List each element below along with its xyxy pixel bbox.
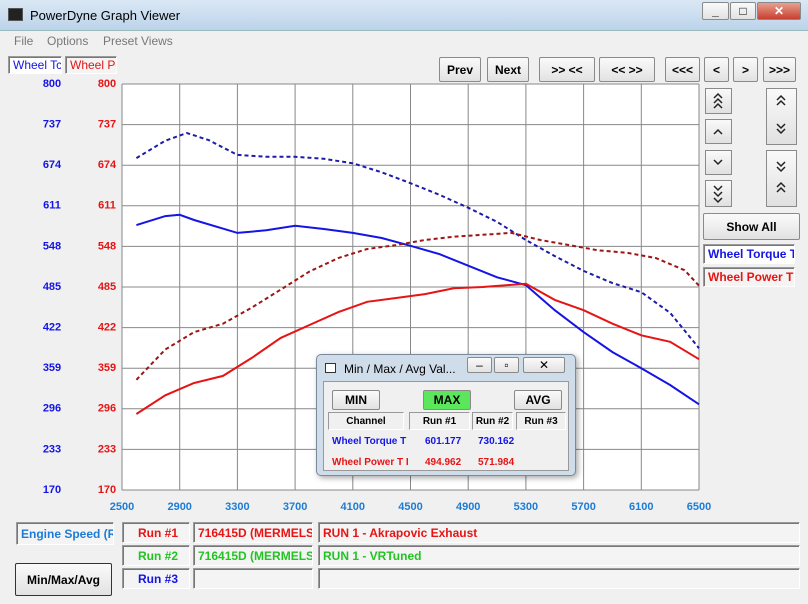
series-line bbox=[135, 231, 700, 381]
x-tick-label: 4500 bbox=[398, 501, 422, 513]
run-file: 716415D (MERMELSTI bbox=[193, 545, 313, 566]
x-tick-label: 2500 bbox=[110, 501, 134, 513]
y-tick-label: 737 bbox=[43, 119, 61, 131]
x-tick-label: 3300 bbox=[225, 501, 249, 513]
y-tick-label: 548 bbox=[43, 240, 61, 252]
dialog-maximize[interactable]: ▫ bbox=[494, 357, 519, 373]
min-max-avg-button[interactable]: Min/Max/Avg bbox=[15, 563, 112, 596]
y-tick-label: 611 bbox=[43, 200, 61, 212]
y2-tick-label: 674 bbox=[98, 159, 117, 171]
toolbar-button[interactable]: Next bbox=[487, 57, 529, 82]
y-tick-label: 170 bbox=[43, 484, 61, 496]
x-tick-label: 6500 bbox=[687, 501, 711, 513]
y2-tick-label: 296 bbox=[98, 403, 116, 415]
scale-up-fast-button[interactable] bbox=[705, 88, 732, 114]
maximize-button[interactable]: □ bbox=[730, 2, 756, 20]
toolbar-button[interactable]: >> << bbox=[539, 57, 595, 82]
scale-down-fast-button[interactable] bbox=[705, 180, 732, 207]
menu-item[interactable]: Preset Views bbox=[103, 34, 173, 48]
row-channel: Wheel Torque T bbox=[332, 436, 407, 447]
y-tick-label: 233 bbox=[43, 443, 61, 455]
arrow-icons bbox=[713, 92, 786, 204]
row-value: 494.962 bbox=[425, 457, 462, 468]
y2-tick-label: 233 bbox=[98, 443, 116, 455]
toolbar-button[interactable]: <<< bbox=[665, 57, 700, 82]
toolbar-button[interactable]: >>> bbox=[763, 57, 796, 82]
channel-item[interactable]: Wheel Torque T bbox=[703, 244, 795, 264]
x-tick-label: 5700 bbox=[571, 501, 595, 513]
title-bar: PowerDyne Graph Viewer _ □ ✕ bbox=[0, 0, 808, 31]
y2-tick-label: 548 bbox=[98, 240, 116, 252]
series-line bbox=[135, 131, 700, 349]
y2-tick-label: 422 bbox=[98, 322, 116, 334]
axis-tab[interactable]: Wheel Tc bbox=[8, 56, 62, 74]
x-tick-label: 6100 bbox=[629, 501, 653, 513]
toolbar-button[interactable]: Prev bbox=[439, 57, 481, 82]
y-tick-label: 485 bbox=[43, 281, 61, 293]
menu-item[interactable]: Options bbox=[47, 34, 89, 48]
row-channel: Wheel Power T I bbox=[332, 457, 409, 468]
run-file: 716415D (MERMELSTI bbox=[193, 522, 313, 543]
channel-item[interactable]: Wheel Power T bbox=[703, 267, 795, 287]
y-tick-label: 296 bbox=[43, 403, 61, 415]
expand-button[interactable] bbox=[766, 88, 797, 145]
dialog-icon bbox=[325, 363, 336, 373]
y2-tick-label: 359 bbox=[98, 362, 116, 374]
y-tick-label: 422 bbox=[43, 322, 61, 334]
dialog-close[interactable]: ✕ bbox=[523, 357, 565, 373]
scale-buttons bbox=[705, 88, 797, 207]
max-button[interactable]: MAX bbox=[423, 390, 471, 410]
close-button[interactable]: ✕ bbox=[757, 2, 801, 20]
toolbar-button[interactable]: > bbox=[733, 57, 758, 82]
show-all-button[interactable]: Show All bbox=[703, 213, 800, 240]
series-line bbox=[135, 282, 700, 415]
series-line bbox=[136, 213, 700, 406]
column-header: Channel bbox=[328, 412, 404, 430]
y2-tick-label: 485 bbox=[98, 281, 116, 293]
menu-item[interactable]: File bbox=[14, 34, 34, 48]
y2-tick-label: 170 bbox=[98, 484, 116, 496]
min-button[interactable]: MIN bbox=[332, 390, 380, 410]
run-description bbox=[318, 568, 800, 589]
y-tick-label: 359 bbox=[43, 362, 61, 374]
y2-tick-label: 611 bbox=[98, 200, 116, 212]
run-file bbox=[193, 568, 313, 589]
run-label: Run #2 bbox=[122, 545, 190, 566]
x-channel-box[interactable]: Engine Speed (RI bbox=[16, 522, 114, 545]
row-value: 601.177 bbox=[425, 436, 462, 447]
x-tick-label: 4900 bbox=[456, 501, 480, 513]
x-tick-label: 3700 bbox=[283, 501, 307, 513]
x-tick-label: 4100 bbox=[341, 501, 365, 513]
y-tick-label: 674 bbox=[43, 159, 62, 171]
x-tick-label: 2900 bbox=[167, 501, 191, 513]
dialog-title: Min / Max / Avg Val... bbox=[344, 362, 456, 376]
run-description: RUN 1 - Akrapovic Exhaust bbox=[318, 522, 800, 543]
x-tick-label: 5300 bbox=[514, 501, 538, 513]
minimize-button[interactable]: _ bbox=[702, 2, 729, 20]
axis-tab[interactable]: Wheel Po bbox=[65, 56, 117, 74]
y2-tick-label: 800 bbox=[98, 78, 116, 90]
column-header: Run #2 bbox=[472, 412, 513, 430]
window-title: PowerDyne Graph Viewer bbox=[30, 8, 181, 23]
run-label: Run #1 bbox=[122, 522, 190, 543]
dialog-minimize[interactable]: – bbox=[467, 357, 492, 373]
avg-button[interactable]: AVG bbox=[514, 390, 562, 410]
app-icon bbox=[8, 8, 23, 21]
run-description: RUN 1 - VRTuned bbox=[318, 545, 800, 566]
stats-dialog: Min / Max / Avg Val... – ▫ ✕ MIN MAX AVG… bbox=[316, 354, 576, 476]
toolbar-button[interactable]: < bbox=[704, 57, 729, 82]
column-header: Run #1 bbox=[409, 412, 470, 430]
y2-tick-label: 737 bbox=[98, 119, 116, 131]
toolbar-button[interactable]: << >> bbox=[599, 57, 655, 82]
row-value: 571.984 bbox=[478, 457, 515, 468]
run-label: Run #3 bbox=[122, 568, 190, 589]
compress-button[interactable] bbox=[766, 150, 797, 207]
column-header: Run #3 bbox=[516, 412, 566, 430]
dialog-body: MIN MAX AVG Channel Run #1 Run #2 Run #3… bbox=[323, 381, 569, 471]
row-value: 730.162 bbox=[478, 436, 515, 447]
y-tick-label: 800 bbox=[43, 78, 61, 90]
